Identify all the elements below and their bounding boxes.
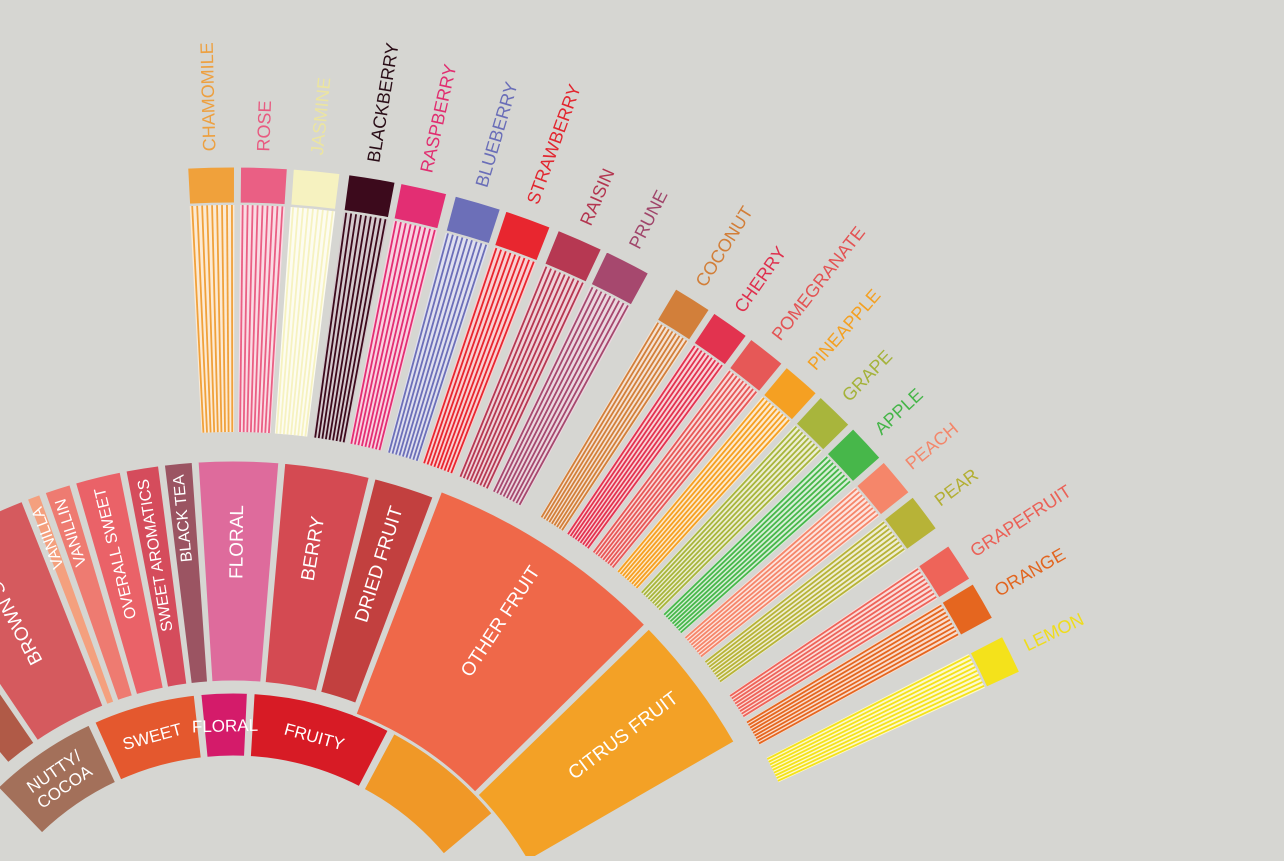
outer-bar-cap-rose [240,167,287,205]
outer-label-rose: ROSE [253,100,275,152]
outer-bar-cap-jasmine [291,169,340,209]
outer-label-apple: APPLE [871,385,927,439]
outer-label-raspberry: RASPBERRY [416,62,460,174]
outer-label-strawberry: STRAWBERRY [523,82,585,207]
outer-label-pear: PEAR [931,465,982,510]
outer-bar-cap-chamomile [188,167,235,204]
outer-label-blueberry: BLUEBERRY [472,80,522,190]
outer-label-prune: PRUNE [625,187,672,252]
outer-bar-cap-blackberry [344,175,395,218]
outer-label-jasmine: JASMINE [307,76,334,156]
middle-label-floral: FLORAL [226,505,248,579]
outer-label-grape: GRAPE [838,346,896,405]
outer-label-cherry: CHERRY [730,243,790,316]
outer-label-blackberry: BLACKBERRY [364,41,403,163]
outer-label-raisin: RAISIN [576,166,618,229]
outer-label-chamomile: CHAMOMILE [197,42,220,151]
outer-label-orange: ORANGE [991,544,1069,600]
outer-label-lemon: LEMON [1021,609,1087,655]
inner-label-floral: FLORAL [192,716,259,737]
outer-label-peach: PEACH [902,418,962,473]
outer-label-coconut: COCONUT [692,203,757,291]
outer-bar-cap-raspberry [394,183,447,228]
outer-bar-chamomile[interactable] [188,167,235,433]
